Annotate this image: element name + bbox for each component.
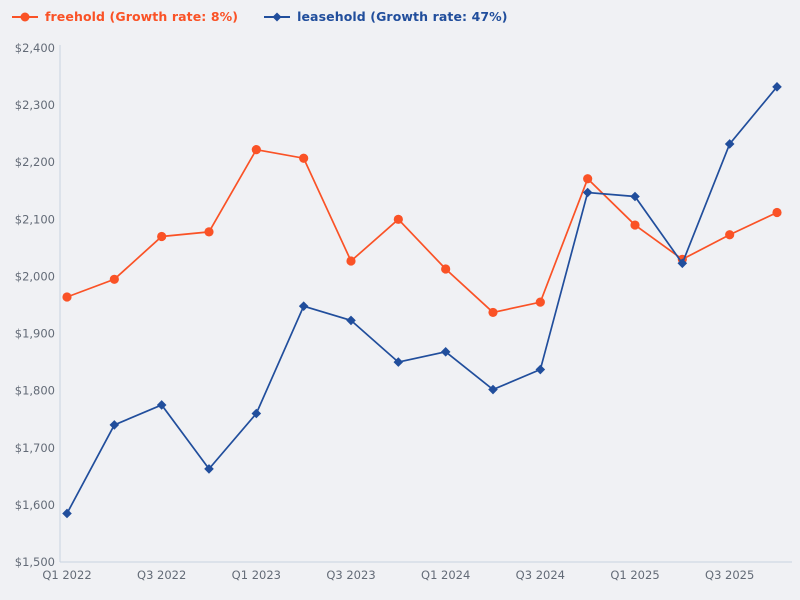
point-leasehold-q3-2023[interactable]	[346, 315, 356, 326]
point-leasehold-q2-2025[interactable]	[677, 258, 688, 269]
point-freehold-q1-2023[interactable]	[251, 145, 261, 155]
point-leasehold-q3-2024[interactable]	[535, 364, 546, 375]
series-leasehold-line	[66, 86, 778, 514]
y-tick-label: $1,700	[15, 441, 55, 455]
freehold-legend-marker-icon	[12, 12, 38, 21]
x-tick-label: Q1 2025	[610, 568, 659, 582]
y-tick-label: $1,800	[15, 384, 55, 398]
point-freehold-q2-2022[interactable]	[109, 274, 119, 284]
point-leasehold-q4-2022[interactable]	[204, 464, 214, 474]
point-leasehold-q4-2024[interactable]	[582, 187, 593, 198]
y-tick-label: $1,500	[15, 555, 55, 569]
x-tick-label: Q1 2022	[42, 568, 91, 582]
point-leasehold-q4-2023[interactable]	[393, 357, 404, 367]
point-freehold-q2-2023[interactable]	[299, 153, 309, 163]
point-freehold-q1-2024[interactable]	[441, 264, 451, 274]
legend-item-leasehold[interactable]: leasehold (Growth rate: 47%)	[264, 9, 508, 24]
point-freehold-q3-2024[interactable]	[535, 297, 545, 307]
y-tick-label: $2,300	[15, 98, 55, 112]
legend-label-freehold: freehold (Growth rate: 8%)	[45, 9, 239, 24]
point-freehold-q4-2025[interactable]	[772, 207, 782, 218]
point-leasehold-q3-2025[interactable]	[724, 139, 735, 149]
x-tick-label: Q3 2022	[137, 568, 186, 582]
point-leasehold-q1-2025[interactable]	[630, 191, 640, 202]
point-freehold-q4-2024[interactable]	[583, 174, 593, 184]
point-leasehold-q2-2024[interactable]	[488, 384, 498, 395]
x-tick-label: Q3 2023	[326, 568, 375, 582]
point-freehold-q4-2022[interactable]	[204, 227, 214, 237]
point-leasehold-q3-2022[interactable]	[156, 400, 167, 410]
point-leasehold-q1-2024[interactable]	[440, 347, 451, 357]
point-freehold-q4-2023[interactable]	[393, 214, 403, 224]
x-tick-label: Q3 2024	[516, 568, 565, 582]
x-tick-label: Q3 2025	[705, 568, 754, 582]
point-freehold-q3-2023[interactable]	[346, 256, 356, 266]
y-tick-label: $2,400	[15, 41, 55, 55]
series-freehold-line	[66, 148, 778, 314]
point-freehold-q1-2022[interactable]	[62, 292, 72, 302]
point-freehold-q1-2025[interactable]	[630, 220, 640, 230]
y-tick-label: $2,000	[15, 269, 55, 283]
point-leasehold-q2-2023[interactable]	[298, 301, 309, 311]
legend-label-leasehold: leasehold (Growth rate: 47%)	[297, 9, 508, 24]
point-freehold-q3-2022[interactable]	[157, 231, 167, 242]
y-tick-label: $2,200	[15, 155, 55, 169]
legend-item-freehold[interactable]: freehold (Growth rate: 8%)	[12, 9, 238, 24]
x-tick-label: Q1 2024	[421, 568, 470, 582]
point-leasehold-q1-2023[interactable]	[251, 408, 262, 419]
point-leasehold-q2-2022[interactable]	[109, 420, 120, 430]
leasehold-legend-marker-icon	[264, 12, 291, 21]
x-tick-label: Q1 2023	[232, 568, 281, 582]
point-leasehold-q1-2022[interactable]	[62, 508, 72, 519]
point-leasehold-q4-2025[interactable]	[772, 82, 782, 92]
point-freehold-q3-2025[interactable]	[725, 230, 735, 240]
y-tick-label: $1,900	[15, 327, 55, 341]
y-tick-label: $2,100	[15, 212, 55, 226]
chart-legend: freehold (Growth rate: 8%) leasehold (Gr…	[12, 9, 508, 24]
y-tick-label: $1,600	[15, 498, 55, 512]
point-freehold-q2-2024[interactable]	[488, 307, 498, 318]
